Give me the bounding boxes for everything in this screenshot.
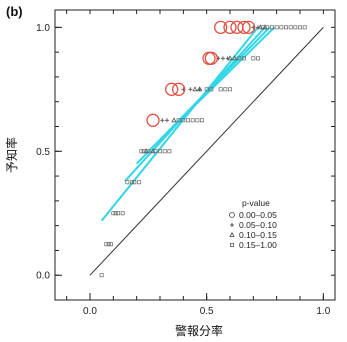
data-point-square <box>228 87 232 92</box>
data-point-square <box>190 118 195 123</box>
data-point-square <box>132 180 137 185</box>
data-point-square <box>120 211 125 216</box>
data-point-square <box>167 149 172 154</box>
fit-lines <box>100 26 276 222</box>
data-point-square <box>251 56 256 61</box>
data-point-square <box>237 56 242 61</box>
data-point-square <box>274 25 279 30</box>
data-point-square <box>242 56 246 61</box>
data-point-square <box>139 149 144 154</box>
data-point-square <box>176 118 181 123</box>
data-point-cross <box>221 56 225 61</box>
data-point-square <box>293 25 298 30</box>
data-point-square <box>223 87 228 92</box>
legend-entry-label: 0.15–1.00 <box>239 240 277 250</box>
data-point-circle-large <box>230 20 244 35</box>
legend-entry-label: 0.10–0.15 <box>239 230 277 240</box>
legend-marker-triangle <box>229 231 235 237</box>
legend-marker-cross <box>230 223 234 227</box>
data-point-square <box>204 87 209 92</box>
legend-entry-label: 0.05–0.10 <box>239 220 277 230</box>
data-point-square <box>284 25 288 30</box>
data-point-circle-large <box>146 113 160 127</box>
data-point-cross <box>256 25 260 30</box>
data-point-square <box>288 25 293 30</box>
panel-label: (b) <box>6 4 23 19</box>
diagonal-reference-line <box>89 27 324 276</box>
data-point-square <box>218 87 223 92</box>
axis-ticks: 0.0 0.5 1.0 0.0 0.5 1.0 <box>36 10 335 317</box>
data-point-square <box>302 25 307 30</box>
data-point-square <box>104 242 109 247</box>
legend-entry-label: 0.00–0.05 <box>239 210 277 220</box>
data-point-cross <box>160 118 165 123</box>
data-point-circle-large <box>242 20 256 35</box>
data-point-cross <box>197 87 202 92</box>
data-point-square <box>106 242 111 247</box>
x-tick-label: 0.5 <box>200 306 214 317</box>
data-point-square <box>137 180 141 185</box>
data-point-square <box>186 118 190 123</box>
data-point-square <box>298 25 302 30</box>
x-tick-label: 0.0 <box>83 306 97 317</box>
legend-title: p-value <box>242 198 270 208</box>
data-point-square <box>113 211 118 216</box>
data-point-circle-large <box>214 20 228 35</box>
data-point-square <box>125 180 130 185</box>
data-point-triangle <box>150 148 156 154</box>
data-point-circle-large <box>204 51 218 65</box>
data-point-square <box>256 56 260 61</box>
plot-border <box>54 9 336 301</box>
legend-marker-circle <box>229 212 235 218</box>
x-tick-label: 1.0 <box>316 306 330 317</box>
x-axis-title: 警報分率 <box>175 323 223 338</box>
data-point-square <box>130 180 134 185</box>
data-point-circle-large <box>237 20 251 35</box>
data-point-square <box>209 87 214 92</box>
y-tick-label: 1.0 <box>36 23 50 34</box>
data-point-square <box>181 118 186 123</box>
data-point-square <box>162 149 167 154</box>
y-tick-label: 0.5 <box>36 147 50 158</box>
data-point-square <box>109 242 113 247</box>
data-point-square <box>270 25 274 30</box>
fit-line <box>147 26 276 152</box>
data-point-square <box>99 273 104 278</box>
reference-line <box>89 27 324 276</box>
data-point-cross <box>188 87 193 92</box>
data-point-square <box>158 149 162 154</box>
data-point-circle-large <box>223 20 237 35</box>
y-tick-label: 0.0 <box>36 271 50 282</box>
legend-marker-square <box>230 243 234 247</box>
data-point-triangle <box>231 55 238 61</box>
data-point-triangle <box>192 86 198 92</box>
y-axis-title: 予知率 <box>4 137 19 173</box>
data-point-square <box>195 118 200 123</box>
data-point-square <box>200 118 204 123</box>
data-points <box>99 20 307 278</box>
plot-frame <box>54 9 336 301</box>
data-point-square <box>111 211 116 216</box>
data-point-triangle <box>262 24 268 30</box>
data-point-triangle <box>171 117 177 123</box>
data-point-cross <box>165 118 169 123</box>
data-point-circle-large <box>172 82 186 96</box>
data-point-cross <box>225 56 230 61</box>
data-point-square <box>116 211 120 216</box>
legend: p-value 0.00–0.050.05–0.100.10–0.150.15–1… <box>229 198 277 250</box>
data-point-square <box>279 25 284 30</box>
data-point-triangle <box>143 148 149 154</box>
data-point-circle-large <box>165 82 179 96</box>
